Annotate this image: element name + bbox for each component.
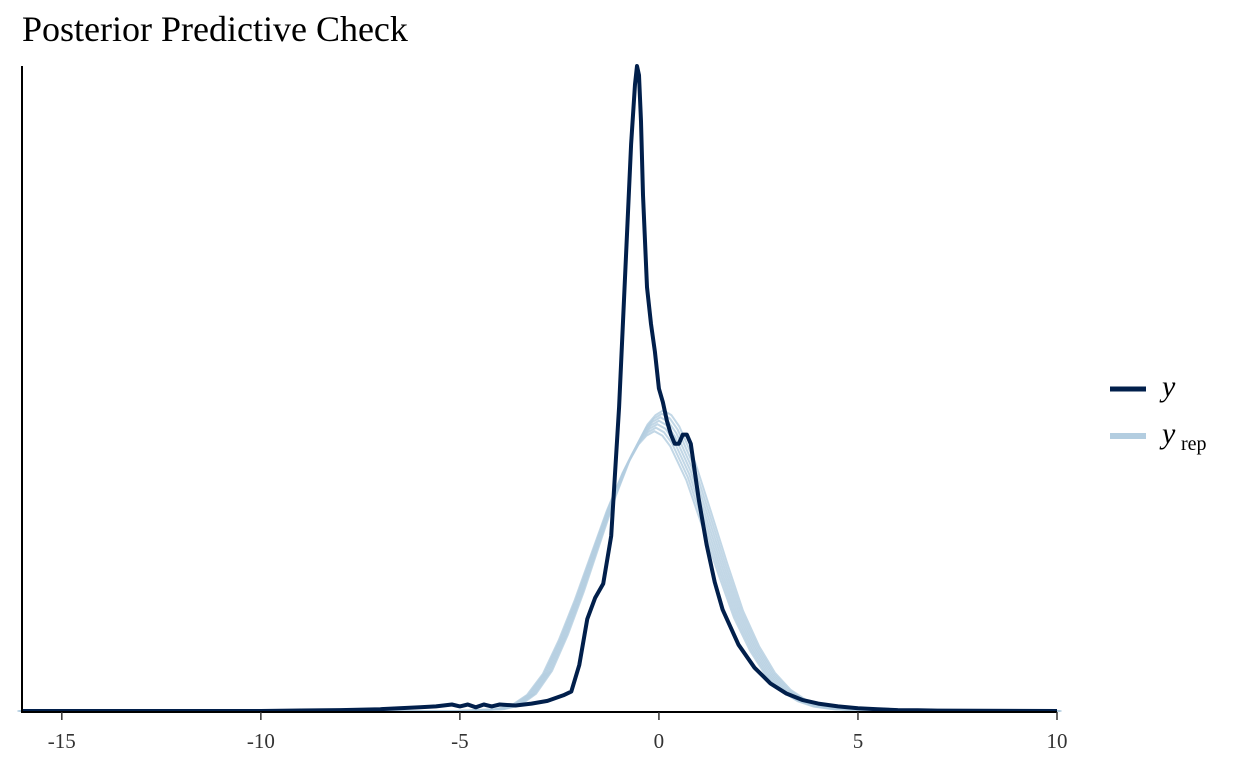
y-rep-draw-line-2 <box>19 426 1055 712</box>
y-density-line <box>22 64 1058 713</box>
legend-subscript-rep: rep <box>1181 433 1207 455</box>
y-rep-draw-line-7 <box>26 409 1062 712</box>
y-rep-draw-line-6 <box>25 412 1061 712</box>
y-rep-series-layer <box>17 409 1062 712</box>
x-tick-label: 0 <box>654 729 665 753</box>
y-rep-draw-line-4 <box>22 419 1058 712</box>
x-axis-ticks: -15 -10 -5 0 5 10 <box>48 712 1068 753</box>
x-tick-label: 5 <box>853 729 864 753</box>
y-rep-draw-line-3 <box>20 423 1056 712</box>
legend-label-y: y <box>1159 370 1176 403</box>
y-rep-draw-line-5 <box>23 416 1059 712</box>
y-series-layer <box>22 64 1058 713</box>
x-tick-label: 10 <box>1047 729 1068 753</box>
x-tick-label: -15 <box>48 729 76 753</box>
y-rep-draw-line-1 <box>17 430 1053 712</box>
legend: yy rep <box>1110 370 1207 455</box>
chart-title: Posterior Predictive Check <box>22 9 408 49</box>
x-tick-label: -10 <box>247 729 275 753</box>
x-tick-label: -5 <box>451 729 469 753</box>
legend-label-y-rep: y <box>1159 417 1176 450</box>
